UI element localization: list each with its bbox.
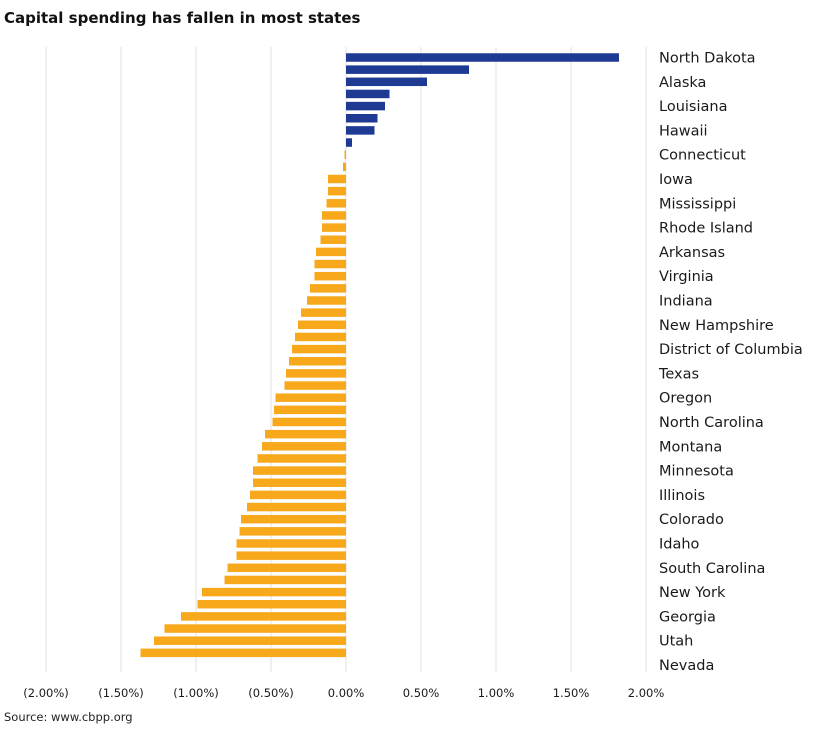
bar	[181, 612, 346, 621]
bar	[322, 223, 346, 232]
bar	[262, 442, 346, 451]
state-label: Connecticut	[659, 148, 746, 164]
x-axis-ticks: (2.00%) (1.50%) (1.00%) (0.50%) 0.00% 0.50% 1.…	[23, 686, 664, 700]
state-label: New York	[659, 585, 726, 601]
x-tick-label: (1.50%)	[98, 686, 144, 700]
x-tick-label: 1.00%	[478, 686, 515, 700]
bar	[236, 539, 346, 548]
bar	[289, 357, 346, 366]
state-label: North Dakota	[659, 51, 756, 67]
bar	[343, 162, 346, 172]
x-tick-label: 0.00%	[328, 686, 365, 700]
bar	[253, 466, 346, 475]
state-label: Georgia	[659, 609, 716, 625]
state-label: North Carolina	[659, 415, 764, 431]
x-tick-label: (2.00%)	[23, 686, 69, 700]
bar	[265, 429, 346, 439]
x-tick-label: 0.50%	[403, 686, 440, 700]
bar	[272, 417, 346, 427]
bar	[239, 527, 346, 536]
x-tick-label: 2.00%	[628, 686, 665, 700]
bar	[241, 514, 346, 524]
bar	[346, 114, 378, 123]
x-tick-label: (0.50%)	[248, 686, 294, 700]
bar	[250, 490, 346, 500]
state-label: Illinois	[659, 488, 705, 504]
state-label: Virginia	[659, 269, 714, 285]
state-label: New Hampshire	[659, 318, 774, 334]
state-label: Arkansas	[659, 245, 725, 261]
state-label: Texas	[658, 366, 699, 382]
state-label: Rhode Island	[659, 221, 753, 237]
bar	[253, 478, 346, 487]
state-label: Iowa	[659, 172, 693, 188]
x-tick-label: 1.50%	[553, 686, 590, 700]
bar	[292, 344, 346, 354]
bar	[320, 235, 346, 244]
bar	[257, 454, 346, 463]
bar	[346, 89, 390, 99]
chart-source: Source: www.cbpp.org	[4, 710, 133, 724]
bar	[346, 126, 375, 135]
bar	[154, 636, 346, 645]
bar	[236, 551, 346, 560]
bar	[328, 174, 346, 184]
bar	[322, 211, 346, 220]
state-label: Idaho	[659, 537, 700, 553]
state-label: Louisiana	[659, 99, 727, 115]
bar	[227, 563, 346, 573]
bar	[286, 369, 346, 378]
state-label: Alaska	[659, 75, 706, 91]
bar	[314, 259, 346, 269]
state-label: Nevada	[659, 658, 714, 674]
state-label: Colorado	[659, 512, 724, 528]
bar	[295, 332, 346, 342]
bar	[307, 296, 346, 305]
bar	[202, 587, 346, 597]
bar	[197, 600, 346, 609]
x-tick-label: (1.00%)	[173, 686, 219, 700]
state-label: Hawaii	[659, 123, 708, 139]
bar	[164, 624, 346, 633]
state-label: Mississippi	[659, 196, 736, 212]
state-label: Montana	[659, 439, 722, 455]
bar	[346, 138, 352, 147]
state-label: South Carolina	[659, 561, 765, 577]
bar	[247, 502, 346, 512]
bar	[275, 393, 346, 402]
bar	[301, 308, 346, 317]
bar	[140, 648, 346, 658]
state-label: Indiana	[659, 294, 713, 310]
bar	[346, 65, 469, 74]
bars	[140, 53, 619, 658]
bar	[344, 150, 346, 159]
bar	[346, 101, 385, 111]
bar	[314, 271, 346, 281]
bar	[274, 405, 346, 415]
state-label: Minnesota	[659, 464, 734, 480]
chart-title: Capital spending has fallen in most stat…	[4, 9, 361, 27]
state-label: Utah	[659, 634, 693, 650]
bar	[328, 186, 346, 196]
bar	[298, 320, 346, 330]
bar	[346, 77, 427, 87]
bar	[310, 284, 346, 293]
bar	[316, 247, 346, 257]
bar	[346, 53, 619, 62]
state-label: Oregon	[659, 391, 712, 407]
bar	[326, 199, 346, 208]
state-labels: North Dakota Alaska Louisiana Hawaii Connect…	[658, 51, 803, 675]
bar	[284, 381, 346, 390]
state-label: District of Columbia	[659, 342, 803, 358]
bar	[224, 575, 346, 585]
